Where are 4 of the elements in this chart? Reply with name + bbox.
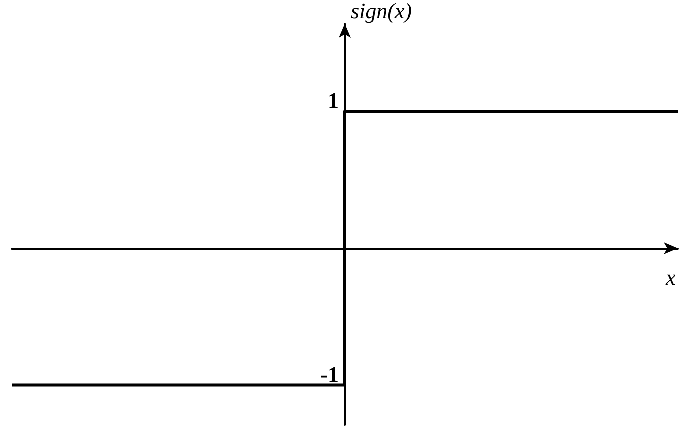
x-axis-title: x: [665, 264, 676, 290]
y-tick-label: -1: [320, 362, 339, 387]
y-axis-title: sign(x): [351, 0, 412, 24]
y-tick-label: 1: [328, 88, 339, 114]
